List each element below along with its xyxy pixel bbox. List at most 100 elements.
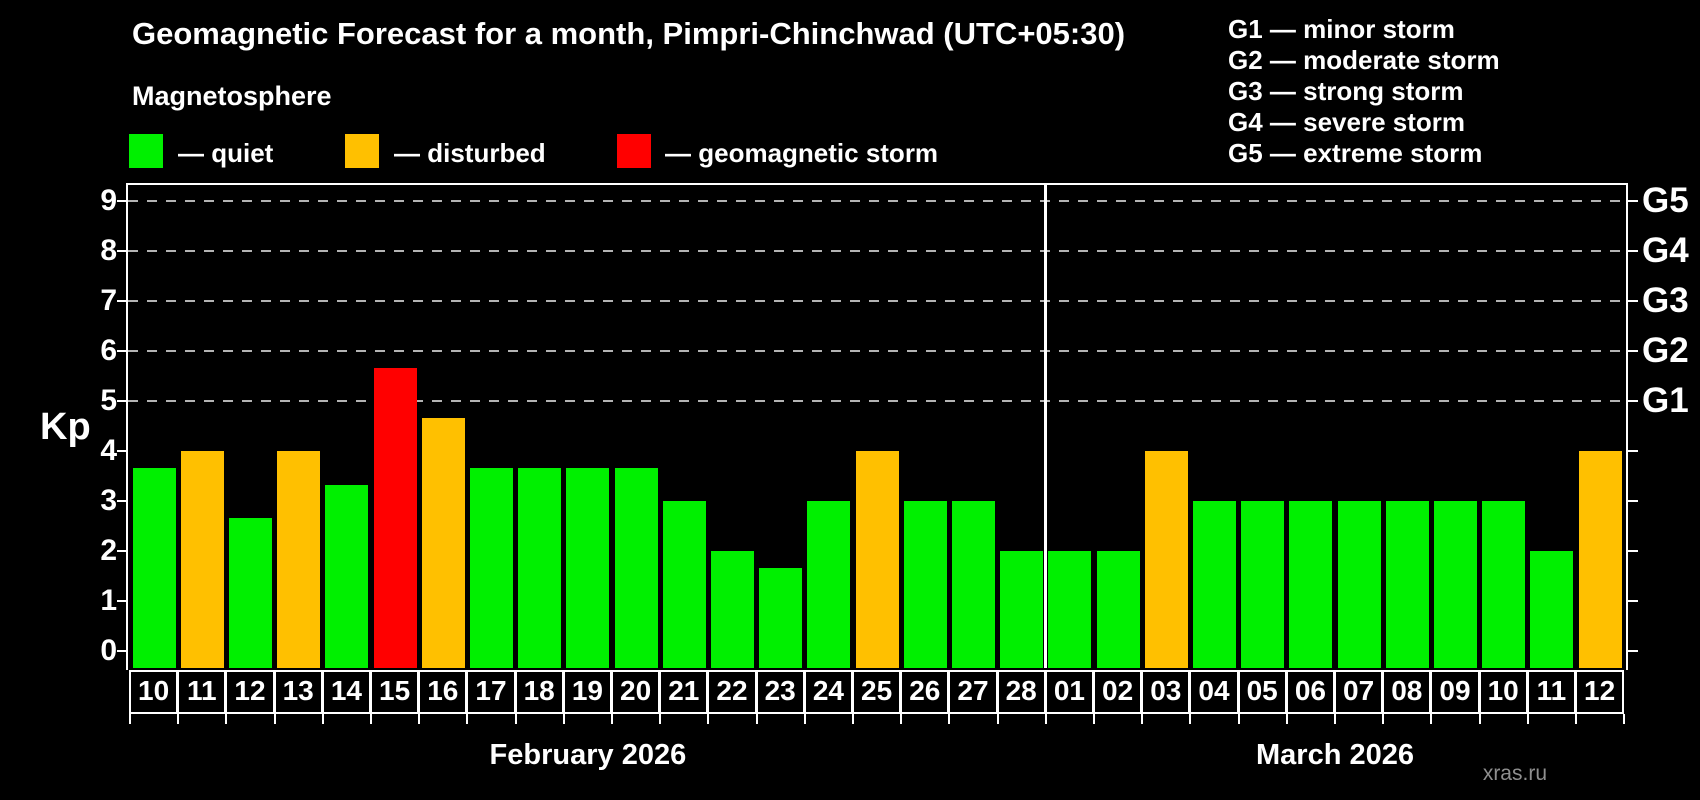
gridline-kp6	[128, 350, 1626, 352]
kp-tick-label-2: 2	[100, 534, 117, 567]
month-label-march: March 2026	[1256, 739, 1414, 771]
right-tick	[1628, 650, 1638, 652]
date-label-01: 01	[1044, 670, 1094, 714]
g-scale-legend: G1 — minor storm G2 — moderate storm G3 — …	[1228, 14, 1500, 169]
kp-bar-day-13	[277, 451, 321, 668]
gridline-kp9	[128, 200, 1626, 202]
kp-bar-day-12	[228, 517, 272, 668]
date-axis-tick	[1189, 714, 1192, 724]
date-axis-tick	[659, 714, 662, 724]
kp-bar-day-22	[710, 551, 754, 668]
kp-tick	[117, 550, 127, 552]
date-label-11: 11	[177, 670, 227, 714]
date-label-23: 23	[755, 670, 805, 714]
g-legend-line: G1 — minor storm	[1228, 14, 1455, 44]
date-label-04: 04	[1189, 670, 1239, 714]
kp-bar-day-10	[1482, 501, 1526, 668]
kp-axis-title: Kp	[40, 406, 91, 448]
month-separator-line	[1044, 183, 1048, 668]
date-axis-tick	[755, 714, 758, 724]
date-axis-tick	[1623, 714, 1626, 724]
date-label-27: 27	[948, 670, 998, 714]
date-label-28: 28	[996, 670, 1046, 714]
kp-tick-label-1: 1	[100, 584, 117, 617]
kp-tick-label-8: 8	[100, 234, 117, 267]
date-axis-tick	[1526, 714, 1529, 724]
date-axis-tick	[562, 714, 565, 724]
date-label-11: 11	[1526, 670, 1576, 714]
date-axis-tick	[948, 714, 951, 724]
kp-bar-day-02	[1096, 551, 1140, 668]
date-label-18: 18	[514, 670, 564, 714]
date-axis-tick	[1382, 714, 1385, 724]
kp-tick	[117, 250, 127, 252]
y-axis-line	[126, 183, 128, 670]
date-label-12: 12	[225, 670, 275, 714]
storm-legend-label: — geomagnetic storm	[665, 138, 939, 168]
date-axis-tick	[803, 714, 806, 724]
date-axis-tick	[177, 714, 180, 724]
kp-tick	[117, 500, 127, 502]
g-legend-line: G5 — extreme storm	[1228, 138, 1483, 168]
g-axis-label-G3: G3	[1642, 281, 1689, 320]
date-axis-tick	[225, 714, 228, 724]
date-axis-tick	[900, 714, 903, 724]
kp-tick-label-4: 4	[100, 434, 117, 467]
right-tick	[1628, 450, 1638, 452]
gridline-kp5	[128, 400, 1626, 402]
kp-bar-day-25	[855, 451, 899, 668]
g-axis-label-G4: G4	[1642, 231, 1689, 270]
date-label-10: 10	[1478, 670, 1528, 714]
date-label-06: 06	[1285, 670, 1335, 714]
month-label-february: February 2026	[489, 739, 687, 771]
date-axis-tick	[852, 714, 854, 724]
kp-bar-day-15	[373, 367, 417, 668]
date-axis-tick	[1430, 714, 1433, 724]
date-label-09: 09	[1430, 670, 1480, 714]
kp-bar-day-23	[759, 567, 803, 668]
disturbed-legend-swatch	[345, 134, 379, 168]
date-label-14: 14	[321, 670, 371, 714]
kp-tick-label-3: 3	[100, 484, 117, 517]
kp-bar-day-08	[1385, 501, 1429, 668]
kp-tick-label-7: 7	[100, 284, 117, 317]
date-label-17: 17	[466, 670, 516, 714]
quiet-legend-label: — quiet	[178, 138, 274, 168]
date-axis-tick	[466, 714, 469, 724]
kp-bar-day-28	[1000, 551, 1044, 668]
kp-bar-day-09	[1433, 501, 1477, 668]
g-axis-label-G5: G5	[1642, 181, 1689, 220]
kp-tick	[117, 200, 127, 202]
date-label-21: 21	[659, 670, 709, 714]
date-label-25: 25	[852, 670, 902, 714]
kp-bar-day-17	[469, 467, 513, 668]
date-axis-tick	[1237, 714, 1240, 724]
gridline-kp7	[128, 300, 1626, 302]
right-tick	[1628, 500, 1638, 502]
g-axis-label-G2: G2	[1642, 331, 1689, 370]
kp-bar-day-07	[1337, 501, 1381, 668]
date-label-10: 10	[129, 670, 179, 714]
kp-tick	[117, 450, 127, 452]
g-axis-label-G1: G1	[1642, 381, 1689, 420]
right-tick	[1628, 200, 1638, 202]
kp-tick-label-6: 6	[100, 334, 117, 367]
date-label-12: 12	[1575, 670, 1625, 714]
g-legend-line: G3 — strong storm	[1228, 76, 1464, 106]
kp-bar-day-14	[325, 484, 369, 668]
kp-bar-day-18	[518, 467, 562, 668]
kp-tick	[117, 350, 127, 352]
date-axis-tick	[1478, 714, 1481, 724]
right-tick	[1628, 350, 1638, 352]
kp-bar-day-03	[1144, 451, 1188, 668]
kp-bar-day-24	[807, 501, 851, 668]
kp-tick	[117, 650, 127, 652]
kp-bar-day-10	[132, 467, 176, 668]
date-axis-tick	[514, 714, 517, 724]
date-axis-tick	[129, 714, 131, 724]
kp-bar-day-06	[1289, 501, 1333, 668]
chart-subtitle: Magnetosphere	[132, 81, 332, 111]
right-tick	[1628, 600, 1638, 602]
date-label-22: 22	[707, 670, 757, 714]
